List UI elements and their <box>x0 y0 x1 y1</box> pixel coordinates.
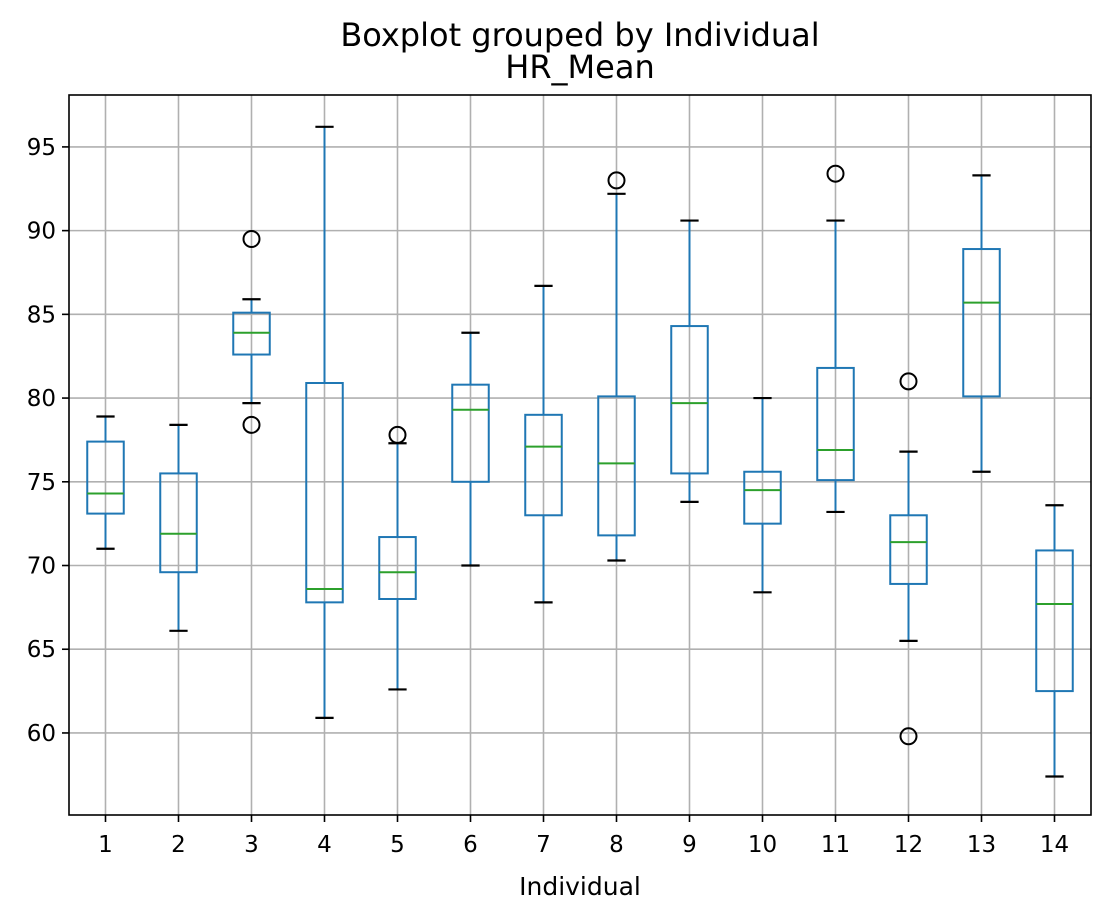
y-tick-label: 80 <box>27 386 56 412</box>
x-tick-label: 1 <box>98 832 113 858</box>
x-axis-label: Individual <box>519 872 641 901</box>
x-tick-label: 4 <box>317 832 332 858</box>
box-6 <box>451 331 490 567</box>
x-tick-label: 2 <box>171 832 186 858</box>
x-tick-label: 12 <box>894 832 923 858</box>
x-tick-label: 13 <box>967 832 996 858</box>
x-tick-label: 14 <box>1040 832 1069 858</box>
box-rect <box>1035 549 1074 693</box>
box-rect <box>86 440 125 515</box>
y-tick-label: 60 <box>27 721 56 747</box>
box-rect <box>670 325 709 475</box>
box-rect <box>889 514 928 585</box>
y-tick-label: 85 <box>27 302 56 328</box>
box-rect <box>962 248 1001 398</box>
box-rect <box>378 536 417 600</box>
outlier-point <box>242 230 261 248</box>
y-tick-label: 95 <box>27 135 56 161</box>
y-tick-label: 65 <box>27 637 56 663</box>
box-10 <box>743 396 782 594</box>
y-tick-label: 75 <box>27 470 56 496</box>
outlier-point <box>826 164 845 183</box>
y-tick-label: 90 <box>27 219 56 245</box>
box-9 <box>670 219 709 503</box>
x-tick-label: 7 <box>536 832 551 858</box>
chart-title: HR_Mean <box>505 48 654 86</box>
box-rect <box>524 413 563 517</box>
boxes-group <box>86 125 1074 778</box>
y-tick-label: 70 <box>27 554 56 580</box>
chart-suptitle: Boxplot grouped by Individual <box>340 16 819 54</box>
outlier-point <box>899 372 918 391</box>
box-rect <box>816 366 855 482</box>
outlier-point <box>242 415 261 434</box>
box-rect <box>159 472 198 574</box>
box-8 <box>597 171 636 562</box>
box-1 <box>86 415 125 550</box>
x-tick-label: 6 <box>463 832 478 858</box>
plot-frame <box>68 94 1092 816</box>
grid-lines <box>69 95 1091 815</box>
box-11 <box>816 164 855 514</box>
x-tick-label: 9 <box>682 832 697 858</box>
x-tick-label: 10 <box>748 832 777 858</box>
box-5 <box>378 425 417 691</box>
box-12 <box>889 372 928 746</box>
outlier-point <box>388 425 407 444</box>
outlier-point <box>607 171 626 190</box>
box-13 <box>962 174 1001 473</box>
x-tick-label: 5 <box>390 832 405 858</box>
box-rect <box>451 383 490 483</box>
x-tick-label: 11 <box>821 832 850 858</box>
box-4 <box>305 125 344 719</box>
x-tick-label: 3 <box>244 832 259 858</box>
box-2 <box>159 423 198 632</box>
box-14 <box>1035 504 1074 778</box>
outlier-point <box>899 727 918 746</box>
box-rect <box>305 382 344 604</box>
box-rect <box>743 470 782 525</box>
box-3 <box>232 230 271 434</box>
box-7 <box>524 284 563 604</box>
x-tick-label: 8 <box>609 832 624 858</box>
box-rect <box>597 395 636 537</box>
